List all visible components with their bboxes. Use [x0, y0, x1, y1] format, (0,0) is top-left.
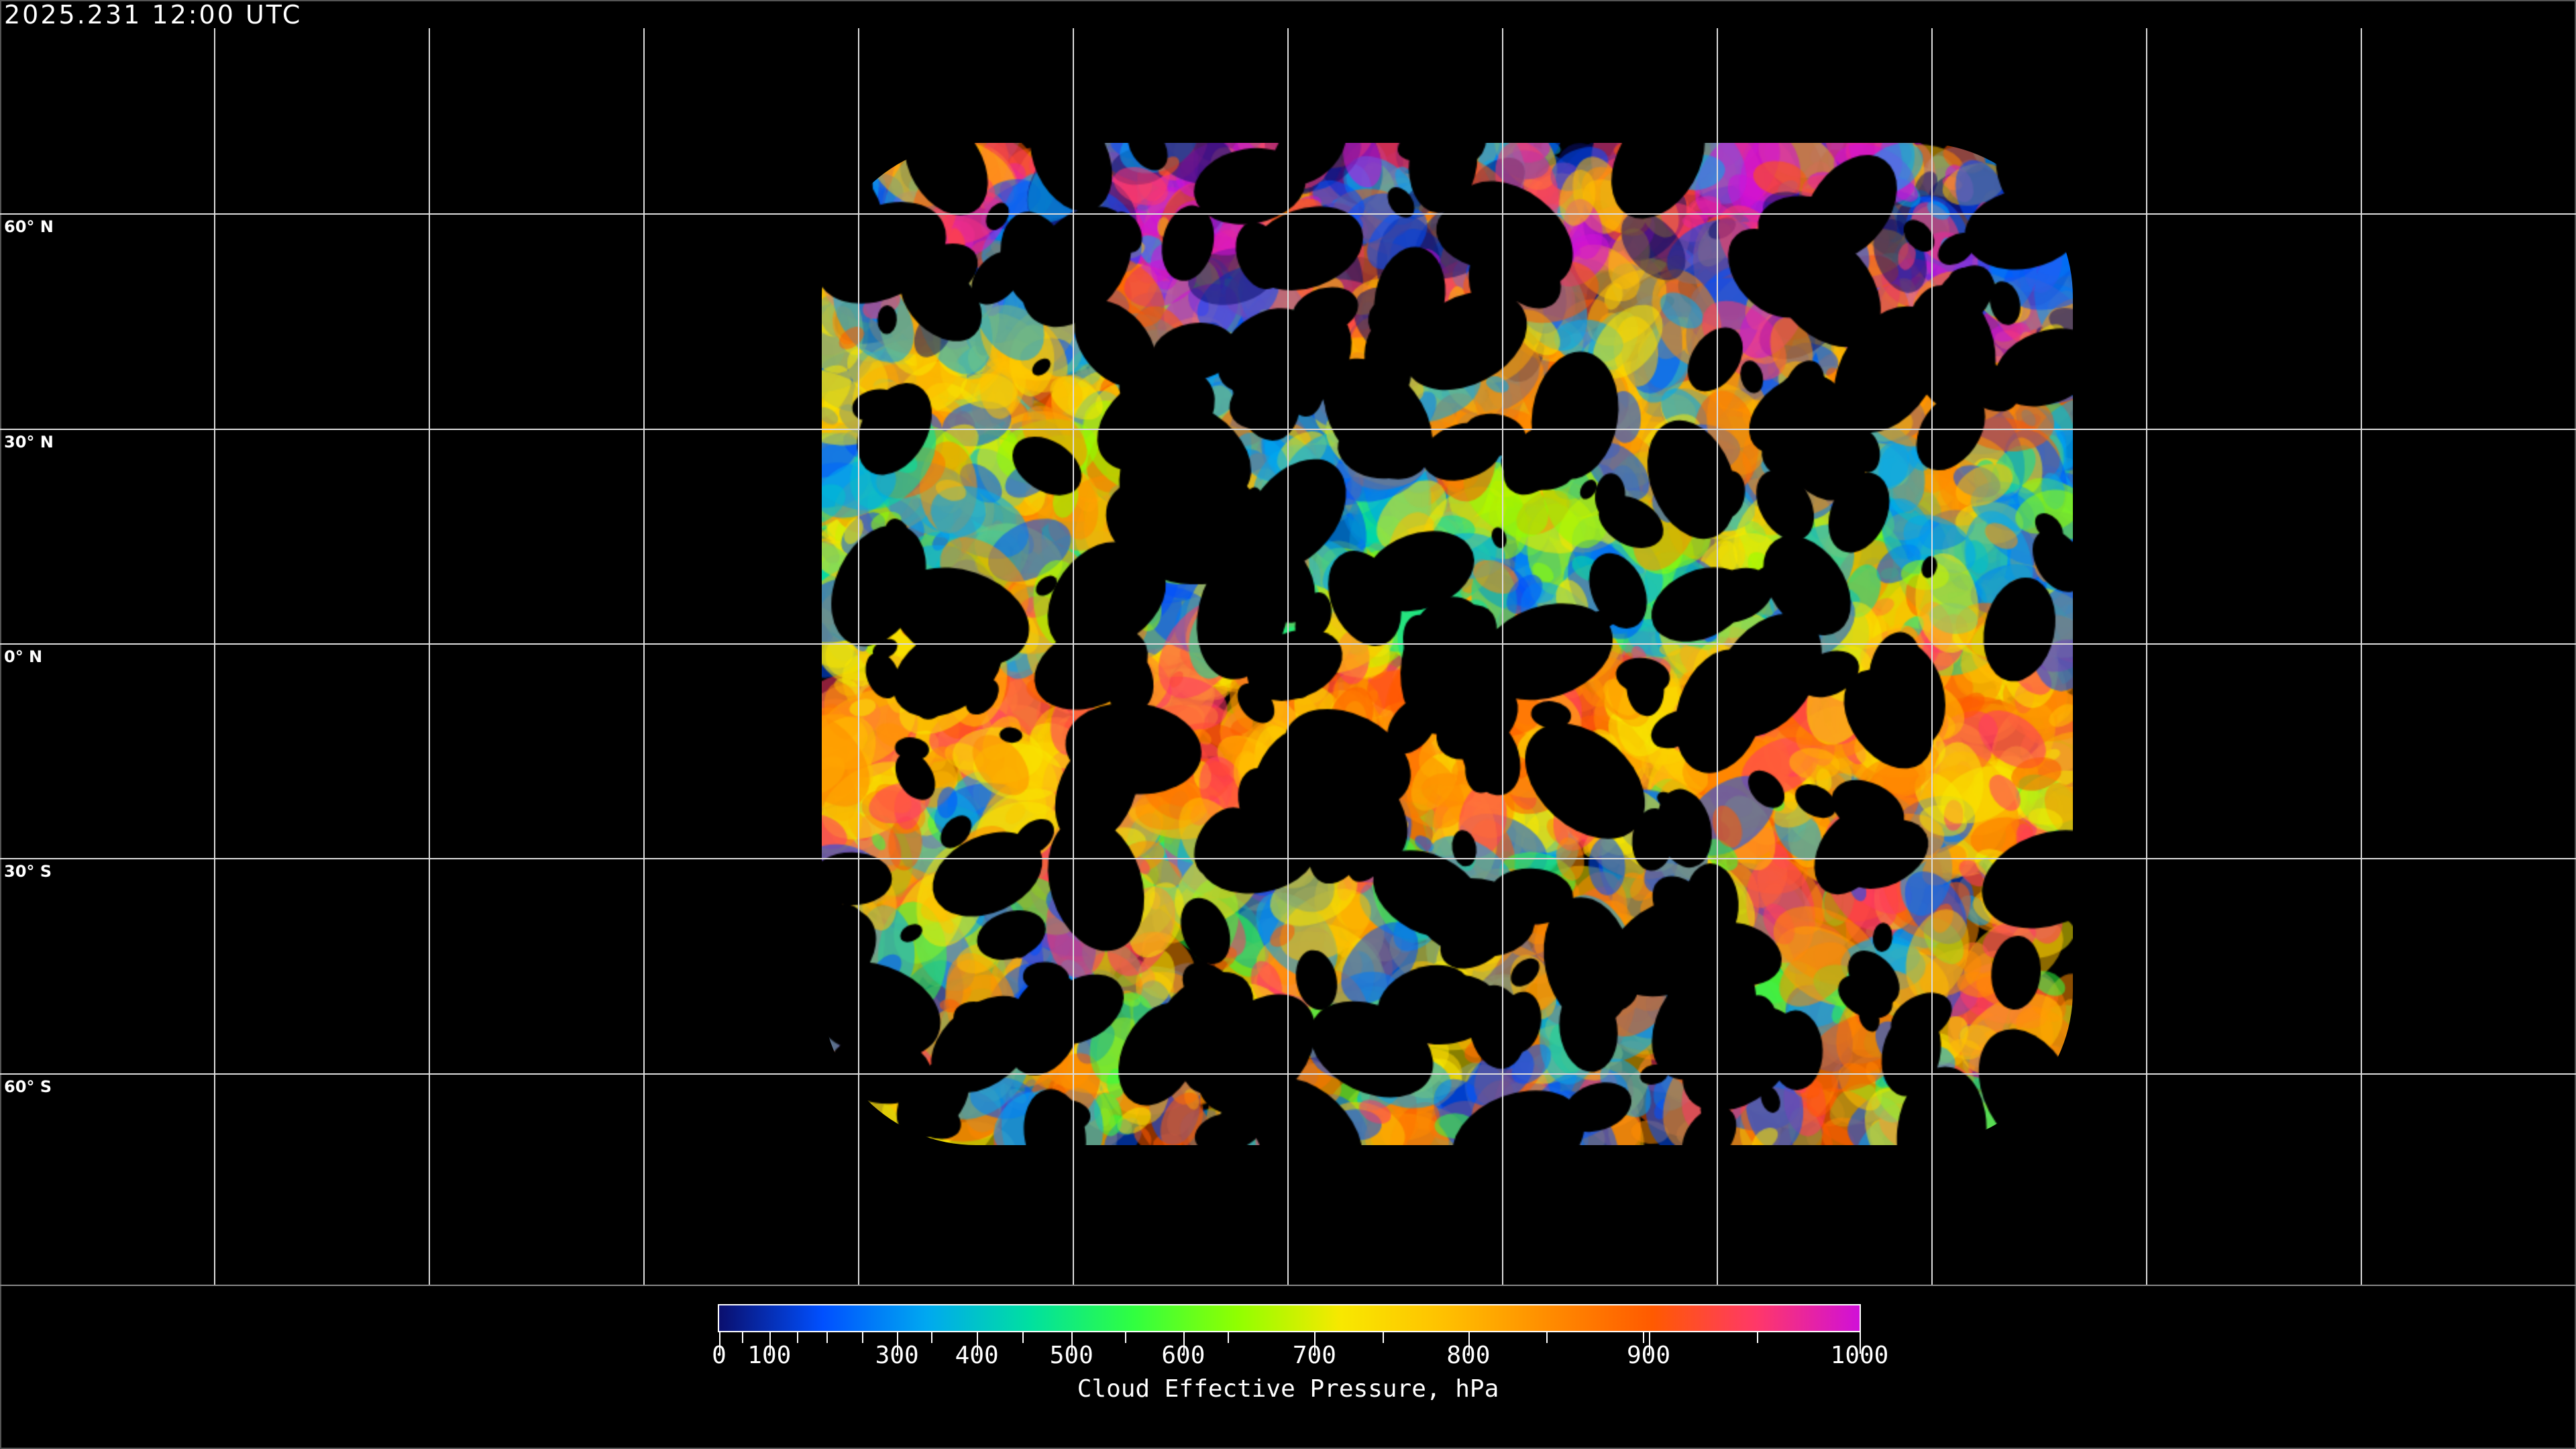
latitude-label: 0° N: [4, 647, 43, 666]
parallel-line: [0, 213, 2576, 215]
colorbar-minor-tick: [861, 1331, 863, 1343]
colorbar-tick-label: 500: [1049, 1342, 1093, 1369]
colorbar-major-tick: [1314, 1331, 1316, 1354]
colorbar-major-tick: [1071, 1331, 1073, 1354]
meridian-line: [2146, 28, 2147, 1285]
colorbar-tick-label: 1000: [1830, 1342, 1889, 1369]
colorbar-minor-tick: [1757, 1331, 1758, 1343]
colorbar: [718, 1304, 1861, 1332]
meridian-line: [643, 28, 645, 1285]
colorbar-tick-label: 0: [712, 1342, 727, 1369]
colorbar-major-tick: [719, 1331, 720, 1354]
colorbar-major-tick: [897, 1331, 899, 1354]
colorbar-tick-label: 800: [1446, 1342, 1491, 1369]
colorbar-minor-tick: [1643, 1331, 1644, 1343]
latitude-label: 30° N: [4, 433, 54, 451]
parallel-line: [0, 429, 2576, 430]
meridian-line: [1931, 28, 1933, 1285]
colorbar-title: Cloud Effective Pressure, hPa: [1077, 1375, 1499, 1403]
parallel-line: [0, 858, 2576, 859]
meridian-line: [1502, 28, 1503, 1285]
colorbar-minor-tick: [1228, 1331, 1230, 1343]
colorbar-minor-tick: [1022, 1331, 1024, 1343]
colorbar-major-tick: [977, 1331, 979, 1354]
colorbar-minor-tick: [796, 1331, 798, 1343]
meridian-line: [214, 28, 215, 1285]
colorbar-minor-tick: [1383, 1331, 1385, 1343]
colorbar-major-tick: [1183, 1331, 1185, 1354]
colorbar-minor-tick: [826, 1331, 828, 1343]
colorbar-major-tick: [769, 1331, 771, 1354]
colorbar-tick-label: 600: [1161, 1342, 1205, 1369]
colorbar-tick-label: 400: [955, 1342, 999, 1369]
colorbar-minor-tick: [1546, 1331, 1548, 1343]
map-panel: 60° N 30° N 0° N 30° S 60° S: [0, 28, 2576, 1285]
colorbar-minor-tick: [742, 1331, 743, 1343]
meridian-line: [1287, 28, 1289, 1285]
latitude-label: 60° N: [4, 217, 54, 236]
timestamp-label: 2025.231 12:00 UTC: [4, 0, 303, 30]
colorbar-major-tick: [1860, 1331, 1861, 1354]
meridian-line: [1073, 28, 1074, 1285]
meridian-line: [858, 28, 859, 1285]
colorbar-tick-label: 300: [875, 1342, 919, 1369]
latitude-label: 60° S: [4, 1077, 52, 1096]
meridian-line: [1717, 28, 1718, 1285]
map-bottom-border: [0, 1285, 2576, 1286]
latitude-label: 30° S: [4, 862, 52, 881]
parallel-line: [0, 643, 2576, 645]
colorbar-tick-label: 900: [1626, 1342, 1671, 1369]
colorbar-minor-tick: [931, 1331, 933, 1343]
meridian-line: [2361, 28, 2362, 1285]
meridian-line: [429, 28, 430, 1285]
parallel-line: [0, 1073, 2576, 1075]
colorbar-major-tick: [1468, 1331, 1470, 1354]
colorbar-minor-tick: [1125, 1331, 1127, 1343]
colorbar-tick-label: 100: [747, 1342, 792, 1369]
colorbar-tick-label: 700: [1292, 1342, 1336, 1369]
colorbar-major-tick: [1648, 1331, 1650, 1354]
